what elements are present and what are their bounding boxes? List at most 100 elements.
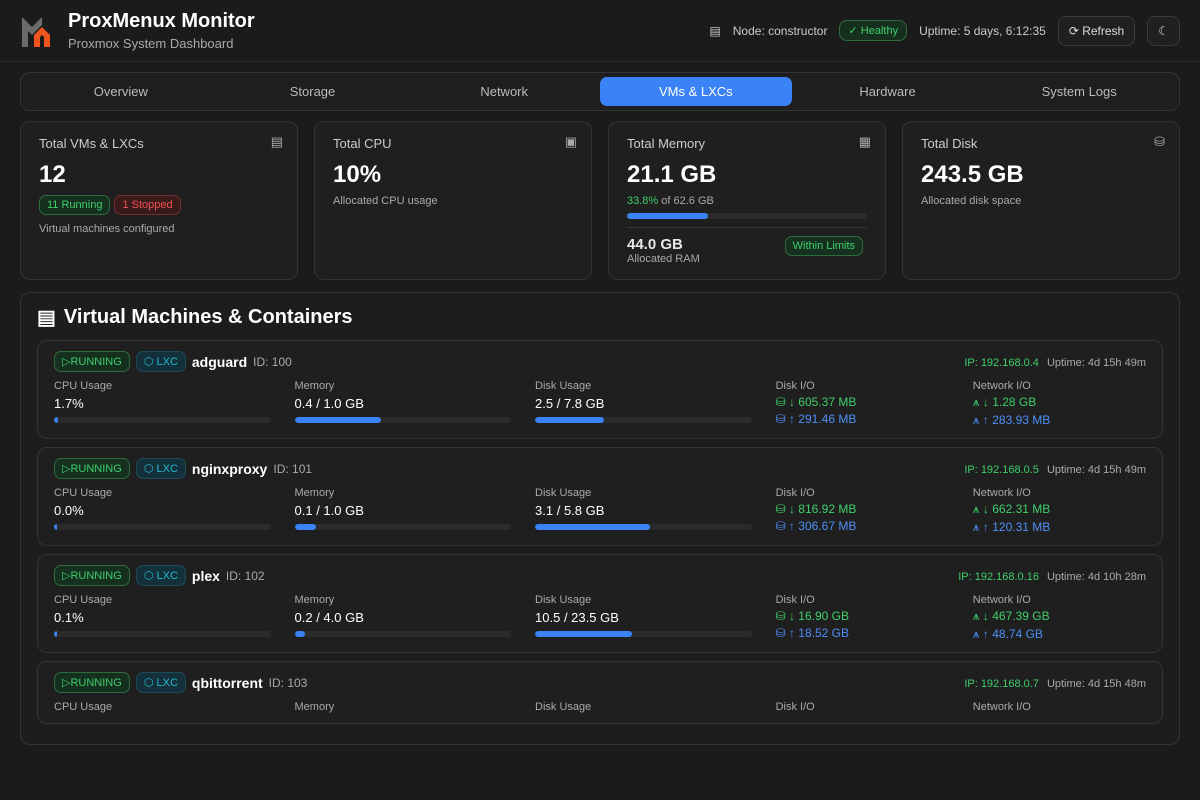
refresh-label: Refresh: [1082, 23, 1125, 38]
memory-progress: [294, 524, 512, 530]
disk-icon: ⛁: [775, 626, 789, 640]
allocated-ram-label: Allocated RAM: [627, 253, 700, 265]
lxc-type-badge: ⬡ LXC: [135, 672, 186, 693]
memory-progress: [294, 631, 512, 637]
vm-id: ID: 103: [268, 675, 308, 690]
tab-network[interactable]: Network: [480, 84, 529, 99]
net-in-value: ↓ 467.39 GB: [982, 609, 1050, 623]
disk-read: ⛁ ↓ 16.90 GB: [776, 609, 949, 623]
top-bar: ▤ Node: constructor ✓ Healthy Uptime: 5 …: [709, 15, 1180, 46]
disk-value: 243.5 GB: [921, 161, 1024, 188]
disk-icon: ⛁: [775, 502, 789, 516]
disk-read-value: ↓ 605.37 MB: [788, 395, 857, 409]
cpu-progress: [54, 631, 271, 637]
memory-status-badge: Within Limits: [784, 236, 863, 256]
container-icon: ⬡: [143, 356, 157, 368]
disk-usage-label: Disk Usage: [535, 487, 592, 499]
memory-percent: 33.8%: [627, 195, 659, 207]
status-text: RUNNING: [70, 677, 122, 689]
proxmenux-logo: [22, 16, 50, 47]
network-icon: ⩚: [972, 520, 983, 534]
lxc-type-badge: ⬡ LXC: [135, 351, 186, 372]
disk-io-label: Disk I/O: [775, 701, 815, 713]
disk-usage-label: Disk Usage: [535, 594, 592, 606]
disk-read-value: ↓ 816.92 MB: [788, 502, 857, 516]
play-icon: ▷: [62, 463, 71, 475]
disk-write-value: ↑ 18.52 GB: [788, 626, 849, 640]
net-in: ⩚ ↓ 1.28 GB: [973, 395, 1146, 410]
type-text: LXC: [156, 570, 178, 582]
type-text: LXC: [156, 463, 178, 475]
vm-ip: IP: 192.168.0.5: [964, 463, 1039, 476]
vm-row[interactable]: ▷RUNNING ⬡ LXC qbittorrent ID: 103 IP: 1…: [37, 661, 1163, 724]
net-in: ⩚ ↓ 467.39 GB: [973, 609, 1146, 624]
vm-name: qbittorrent: [191, 674, 263, 691]
disk-io-label: Disk I/O: [775, 487, 815, 499]
tab-system-logs[interactable]: System Logs: [1041, 84, 1117, 99]
tab-overview[interactable]: Overview: [93, 84, 148, 99]
cpu-label: CPU Usage: [54, 701, 113, 713]
tab-hardware[interactable]: Hardware: [859, 84, 916, 99]
card-title: Total VMs & LXCs: [39, 136, 144, 151]
card-title: Total Memory: [627, 136, 706, 151]
vm-row[interactable]: ▷RUNNING ⬡ LXC nginxproxy ID: 101 IP: 19…: [37, 447, 1163, 546]
running-status-badge: ▷RUNNING: [54, 565, 130, 586]
memory-progress: [627, 213, 867, 219]
container-icon: ⬡: [143, 677, 157, 689]
network-icon: ⩚: [972, 413, 983, 427]
network-icon: ⩚: [972, 609, 983, 623]
allocated-ram: 44.0 GB: [627, 236, 683, 253]
disk-icon: ⛁: [775, 395, 789, 409]
net-out: ⩚ ↑ 120.31 MB: [973, 520, 1146, 535]
vm-uptime: Uptime: 4d 10h 28m: [1046, 570, 1146, 583]
disk-usage-label: Disk Usage: [535, 701, 592, 713]
refresh-button[interactable]: ⟳ Refresh: [1057, 15, 1136, 46]
memory-icon: ▦: [858, 134, 871, 149]
status-text: RUNNING: [70, 356, 122, 368]
disk-read-value: ↓ 16.90 GB: [788, 609, 849, 623]
memory-value: 0.1 / 1.0 GB: [294, 503, 364, 518]
cpu-value: 10%: [333, 161, 382, 188]
health-text: Healthy: [860, 25, 899, 37]
running-status-badge: ▷RUNNING: [54, 351, 130, 372]
health-badge: ✓ Healthy: [839, 20, 908, 41]
network-icon: ⩚: [972, 395, 983, 409]
memory-progress: [294, 417, 512, 423]
lxc-type-badge: ⬡ LXC: [135, 565, 186, 586]
vm-row[interactable]: ▷RUNNING ⬡ LXC adguard ID: 100 IP: 192.1…: [37, 340, 1163, 439]
vm-uptime: Uptime: 4d 15h 49m: [1046, 356, 1146, 369]
disk-read: ⛁ ↓ 605.37 MB: [776, 395, 949, 409]
section-title: Virtual Machines & Containers: [63, 306, 353, 328]
disk-usage-value: 10.5 / 23.5 GB: [535, 610, 619, 625]
memory-value: 0.4 / 1.0 GB: [294, 396, 364, 411]
memory-total: of 62.6 GB: [661, 195, 714, 207]
disk-usage-value: 3.1 / 5.8 GB: [535, 503, 605, 518]
app-subtitle: Proxmox System Dashboard: [68, 36, 234, 51]
vm-uptime: Uptime: 4d 15h 49m: [1046, 463, 1146, 476]
running-status-badge: ▷RUNNING: [54, 672, 130, 693]
header: ProxMenux Monitor Proxmox System Dashboar…: [0, 0, 1200, 62]
play-icon: ▷: [62, 570, 71, 582]
server-icon: ▤: [37, 307, 56, 329]
server-icon: ▤: [709, 23, 721, 38]
net-out-value: ↑ 48.74 GB: [982, 627, 1043, 641]
memory-label: Memory: [294, 701, 335, 713]
status-text: RUNNING: [70, 463, 122, 475]
vm-id: ID: 102: [225, 568, 265, 583]
network-icon: ⩚: [972, 627, 983, 641]
uptime-text: Uptime: 5 days, 6:12:35: [919, 23, 1046, 38]
type-text: LXC: [156, 356, 178, 368]
main-tabs: Overview Storage Network VMs & LXCs Hardware…: [20, 72, 1180, 111]
tab-storage[interactable]: Storage: [289, 84, 336, 99]
vm-ip: IP: 192.168.0.16: [958, 570, 1039, 583]
card-note: Virtual machines configured: [39, 223, 175, 235]
theme-toggle-button[interactable]: ☾: [1147, 15, 1180, 46]
disk-io-label: Disk I/O: [775, 380, 815, 392]
disk-icon: ⛁: [775, 609, 789, 623]
vm-row[interactable]: ▷RUNNING ⬡ LXC plex ID: 102 IP: 192.168.…: [37, 554, 1163, 653]
net-out-value: ↑ 120.31 MB: [982, 520, 1051, 534]
tab-vms-lxcs[interactable]: VMs & LXCs: [600, 77, 792, 106]
disk-usage-value: 2.5 / 7.8 GB: [535, 396, 605, 411]
memory-label: Memory: [294, 380, 335, 392]
